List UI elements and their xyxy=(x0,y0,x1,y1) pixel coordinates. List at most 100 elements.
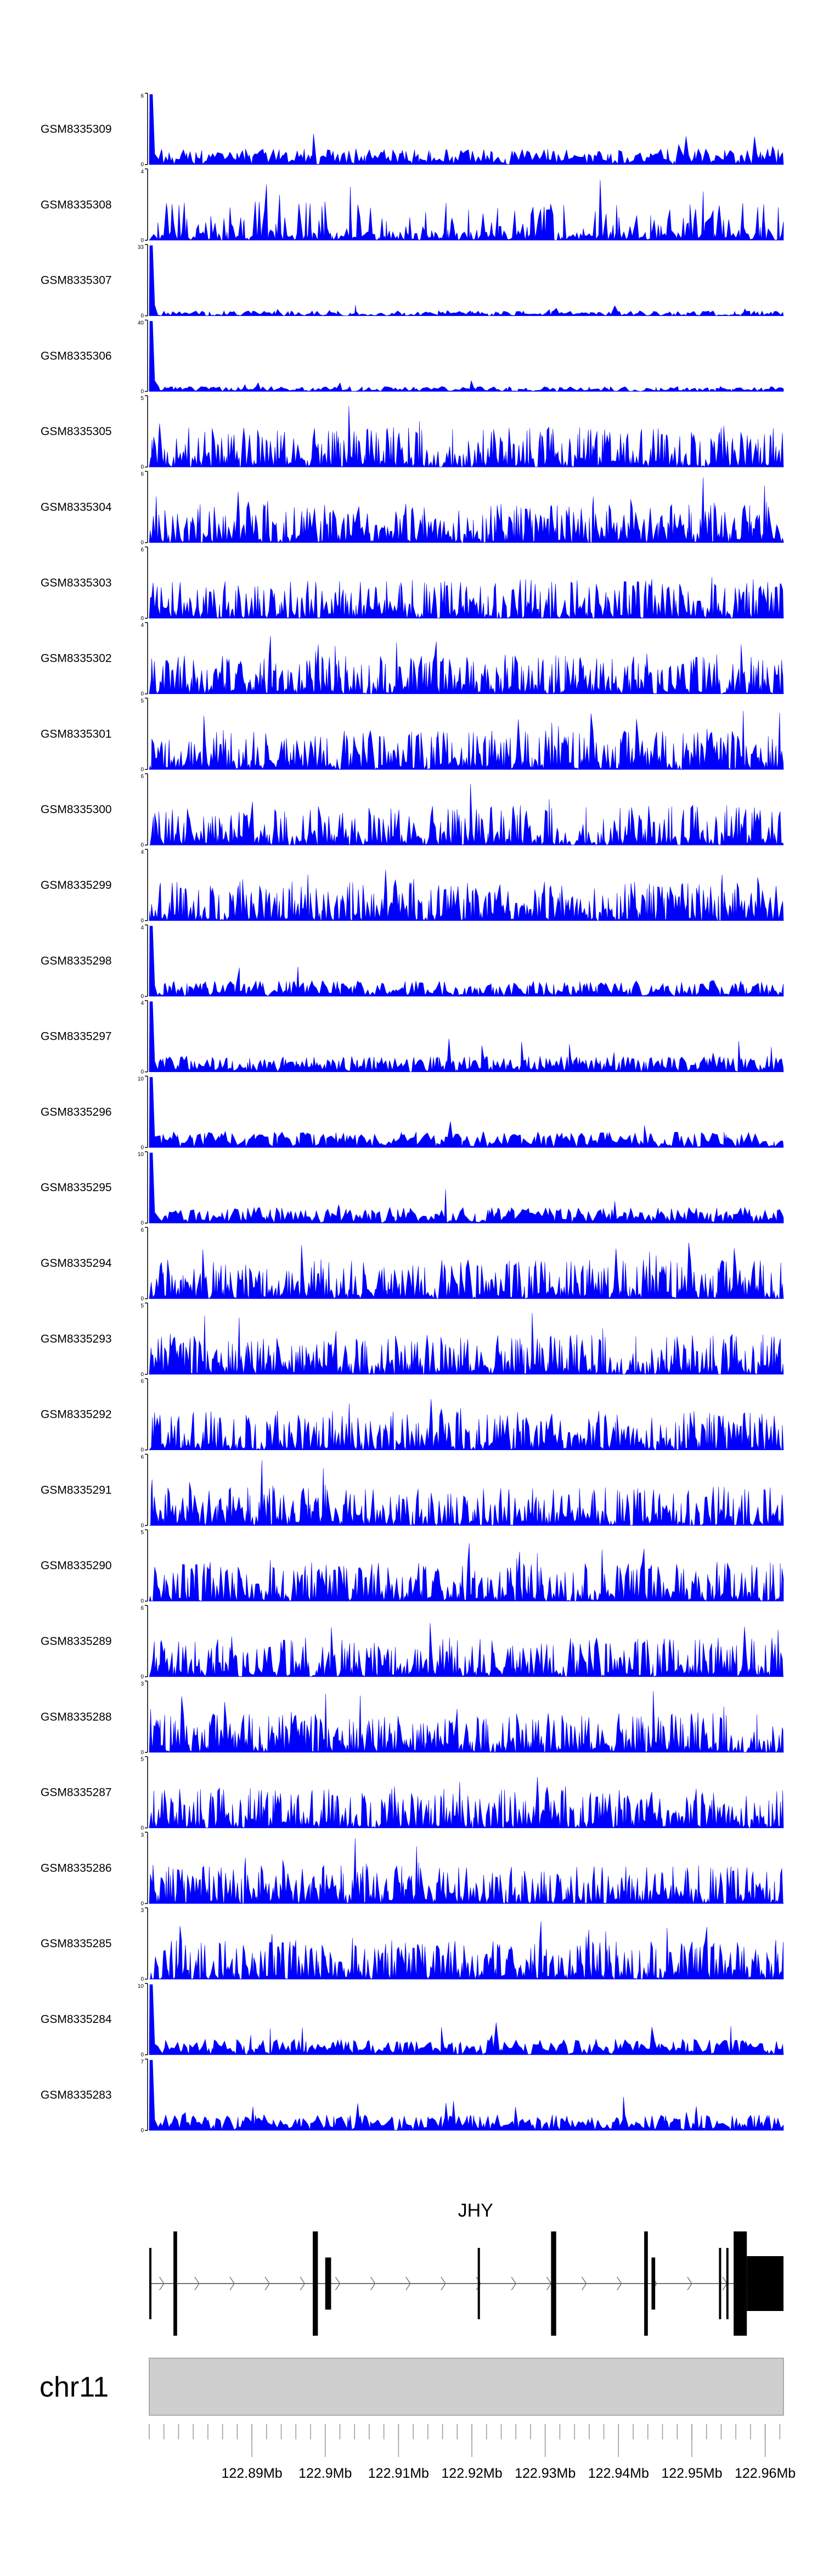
coverage-area xyxy=(149,1001,784,1073)
track-ymin-label: 0 xyxy=(140,766,144,773)
coverage-area xyxy=(149,321,784,392)
exon xyxy=(551,2231,556,2336)
track-label: GSM8335285 xyxy=(41,1937,112,1950)
track-ymin-label: 0 xyxy=(140,616,144,622)
track-label: GSM8335297 xyxy=(41,1030,112,1043)
track-ymin-label: 0 xyxy=(140,1296,144,1302)
exon xyxy=(651,2257,656,2310)
track-ymax-label: 10 xyxy=(138,1152,144,1158)
axis-tick-label: 122.93Mb xyxy=(515,2466,576,2481)
track-ymax-label: 6 xyxy=(140,547,144,553)
coverage-area xyxy=(149,926,784,997)
strand-arrow xyxy=(441,2276,446,2291)
track-label: GSM8335283 xyxy=(41,2089,112,2101)
track-label: GSM8335303 xyxy=(41,577,112,589)
track-ymax-label: 4 xyxy=(140,169,144,175)
coverage-area xyxy=(149,1242,784,1299)
track-ymin-label: 0 xyxy=(140,1523,144,1529)
track-ymin-label: 0 xyxy=(140,1674,144,1680)
coverage-area xyxy=(149,1691,784,1753)
track-ymax-label: 7 xyxy=(140,2059,144,2065)
track-label: GSM8335291 xyxy=(41,1484,112,1496)
track-ymax-label: 6 xyxy=(140,774,144,780)
strand-arrow xyxy=(194,2276,200,2291)
track-label: GSM8335306 xyxy=(41,350,112,362)
track-ymax-label: 3 xyxy=(140,1681,144,1687)
axis-tick-label: 122.96Mb xyxy=(735,2466,796,2481)
track-label: GSM8335309 xyxy=(41,123,112,136)
exon xyxy=(747,2256,783,2311)
strand-arrow xyxy=(159,2276,165,2291)
track-ymin-label: 0 xyxy=(140,918,144,924)
track-ymax-label: 5 xyxy=(140,1530,144,1536)
strand-arrow xyxy=(264,2276,270,2291)
axis-tick-label: 122.91Mb xyxy=(368,2466,429,2481)
coverage-area xyxy=(149,94,784,165)
track-ymin-label: 0 xyxy=(140,1372,144,1378)
strand-arrow xyxy=(370,2276,376,2291)
track-label: GSM8335292 xyxy=(41,1408,112,1421)
track-label: GSM8335305 xyxy=(41,425,112,438)
coverage-area xyxy=(149,711,784,770)
track-ymax-label: 5 xyxy=(140,1303,144,1309)
track-ymax-label: 4 xyxy=(140,849,144,855)
strand-arrow xyxy=(511,2276,517,2291)
track-ymax-label: 6 xyxy=(140,1227,144,1233)
exon xyxy=(477,2248,480,2319)
strand-arrow xyxy=(617,2276,622,2291)
coverage-area xyxy=(149,1777,784,1829)
exon xyxy=(644,2231,648,2336)
track-ymin-label: 0 xyxy=(140,1069,144,1075)
exon xyxy=(313,2231,318,2336)
track-label: GSM8335298 xyxy=(41,955,112,967)
track-ymin-label: 0 xyxy=(140,2052,144,2058)
axis-tick-label: 122.94Mb xyxy=(588,2466,649,2481)
exon xyxy=(719,2248,721,2319)
track-ymin-label: 0 xyxy=(140,1976,144,1982)
coverage-area xyxy=(149,783,784,846)
exon xyxy=(734,2231,747,2336)
track-ymax-label: 10 xyxy=(138,1983,144,1989)
track-ymax-label: 10 xyxy=(138,1076,144,1082)
coverage-area xyxy=(149,1460,784,1526)
axis-tick-label: 122.9Mb xyxy=(298,2466,352,2481)
track-ymin-label: 0 xyxy=(140,994,144,1000)
chromosome-label: chr11 xyxy=(40,2371,109,2403)
track-ymin-label: 0 xyxy=(140,1825,144,1831)
exon xyxy=(726,2248,729,2319)
track-ymin-label: 0 xyxy=(140,1145,144,1151)
track-label: GSM8335290 xyxy=(41,1559,112,1572)
track-ymin-label: 0 xyxy=(140,162,144,168)
coverage-area xyxy=(149,1152,784,1224)
track-label: GSM8335300 xyxy=(41,803,112,816)
track-label: GSM8335287 xyxy=(41,1786,112,1799)
track-label: GSM8335304 xyxy=(41,501,112,514)
track-ymax-label: 3 xyxy=(140,1832,144,1838)
track-ymin-label: 0 xyxy=(140,2128,144,2134)
track-label: GSM8335284 xyxy=(41,2013,112,2026)
coverage-area xyxy=(149,636,784,695)
coverage-area xyxy=(149,477,784,544)
strand-arrow xyxy=(687,2276,692,2291)
strand-arrow xyxy=(581,2276,587,2291)
track-ymin-label: 0 xyxy=(140,842,144,848)
coverage-area xyxy=(149,1984,784,2055)
track-ymax-label: 6 xyxy=(140,1454,144,1460)
track-ymax-label: 4 xyxy=(140,925,144,931)
track-ymax-label: 33 xyxy=(138,245,144,251)
coverage-area xyxy=(149,870,784,922)
coverage-area xyxy=(149,245,784,316)
gene-name-label: JHY xyxy=(458,2200,493,2221)
track-label: GSM8335294 xyxy=(41,1257,112,1270)
track-ymax-label: 6 xyxy=(140,471,144,477)
strand-arrow xyxy=(229,2276,235,2291)
strand-arrow xyxy=(335,2276,341,2291)
track-label: GSM8335289 xyxy=(41,1635,112,1648)
axis-tick-label: 122.89Mb xyxy=(221,2466,282,2481)
track-ymin-label: 0 xyxy=(140,691,144,697)
track-ymax-label: 6 xyxy=(140,93,144,99)
exon xyxy=(149,2248,152,2319)
track-ymin-label: 0 xyxy=(140,1901,144,1907)
